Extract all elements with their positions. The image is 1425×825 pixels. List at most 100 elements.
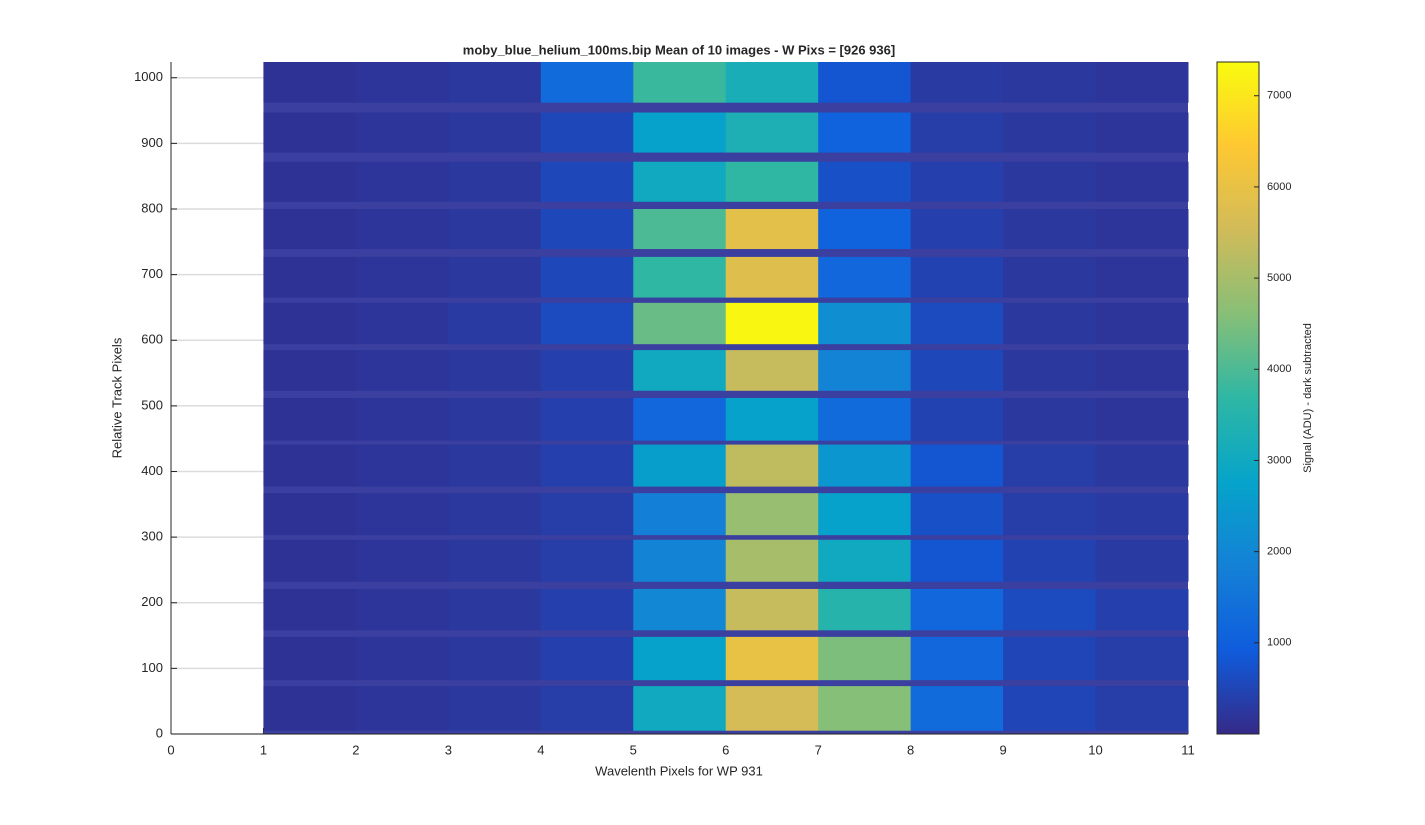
x-tick-label: 5 (630, 742, 637, 757)
colorbar-tick-label: 2000 (1267, 546, 1291, 558)
heatmap-cell (448, 209, 542, 250)
heatmap-cell (263, 350, 357, 391)
heatmap-cell (725, 302, 819, 345)
heatmap-cell (633, 161, 727, 202)
heatmap-cell (1095, 493, 1189, 536)
y-tick-label: 600 (141, 332, 163, 347)
chart-title: moby_blue_helium_100ms.bip Mean of 10 im… (463, 42, 895, 57)
heatmap-cell (910, 686, 1004, 731)
colorbar-tick-label: 1000 (1267, 637, 1291, 649)
heatmap-cell (448, 588, 542, 631)
y-tick-label: 200 (141, 594, 163, 609)
heatmap-cell (818, 209, 912, 250)
heatmap-cell (263, 161, 357, 202)
heatmap-cell (355, 161, 449, 202)
x-tick-label: 11 (1181, 742, 1195, 757)
heatmap-cell (1003, 302, 1097, 345)
heatmap-cell (633, 686, 727, 731)
heatmap-cell (448, 636, 542, 681)
heatmap-cell (448, 112, 542, 153)
heatmap-cell (540, 350, 634, 391)
heatmap-cell (818, 493, 912, 536)
heatmap-cell (633, 302, 727, 345)
heatmap-cell (633, 112, 727, 153)
heatmap-cell (725, 398, 819, 441)
heatmap-cell (263, 398, 357, 441)
heatmap-cell (910, 256, 1004, 298)
y-tick-label: 700 (141, 266, 163, 281)
heatmap-cell (263, 112, 357, 153)
heatmap-cell (1095, 256, 1189, 298)
heatmap-cell (818, 161, 912, 202)
heatmap-cell (1095, 112, 1189, 153)
heatmap-cell (355, 256, 449, 298)
heatmap-cell (355, 444, 449, 487)
heatmap-cell (355, 588, 449, 631)
heatmap-cell (355, 209, 449, 250)
heatmap-cell (1095, 636, 1189, 681)
heatmap-cell (818, 539, 912, 582)
heatmap-cell (448, 302, 542, 345)
heatmap-cell (910, 62, 1004, 103)
heatmap-cell (818, 112, 912, 153)
x-tick-label: 6 (722, 742, 729, 757)
heatmap-cell (1003, 112, 1097, 153)
colorbar-tick-label: 4000 (1267, 363, 1291, 375)
heatmap-cell (1003, 398, 1097, 441)
heatmap-cell (818, 256, 912, 298)
heatmap-cell (910, 444, 1004, 487)
heatmap-cell (633, 256, 727, 298)
heatmap-cell (263, 588, 357, 631)
heatmap-cell (540, 62, 634, 103)
heatmap-cell (263, 62, 357, 103)
heatmap-cell (818, 588, 912, 631)
heatmap-cell (540, 493, 634, 536)
heatmap-cell (633, 539, 727, 582)
heatmap-cell (448, 398, 542, 441)
heatmap-cell (263, 256, 357, 298)
x-axis-label: Wavelenth Pixels for WP 931 (595, 763, 763, 778)
heatmap-cell (725, 444, 819, 487)
y-tick-label: 900 (141, 135, 163, 150)
heatmap-cell (818, 350, 912, 391)
heatmap-cell (633, 444, 727, 487)
heatmap-cell (1095, 350, 1189, 391)
x-tick-label: 8 (907, 742, 914, 757)
heatmap-cell (910, 493, 1004, 536)
heatmap-cell (355, 112, 449, 153)
y-axis-label: Relative Track Pixels (109, 337, 124, 458)
heatmap-cell (540, 539, 634, 582)
heatmap-cell (910, 209, 1004, 250)
x-tick-label: 2 (352, 742, 359, 757)
heatmap-cell (818, 302, 912, 345)
heatmap-cell (1003, 62, 1097, 103)
heatmap-cell (1003, 493, 1097, 536)
heatmap-cell (1095, 686, 1189, 731)
heatmap-cell (263, 302, 357, 345)
x-tick-label: 1 (260, 742, 267, 757)
heatmap-cell (355, 350, 449, 391)
heatmap-cell (725, 539, 819, 582)
y-tick-label: 800 (141, 200, 163, 215)
heatmap-cell (818, 636, 912, 681)
heatmap-cell (818, 398, 912, 441)
heatmap-cell (540, 302, 634, 345)
heatmap-cell (355, 302, 449, 345)
colorbar-tick-label: 3000 (1267, 454, 1291, 466)
heatmap-cell (355, 493, 449, 536)
heatmap-cell (725, 62, 819, 103)
heatmap-cell (540, 112, 634, 153)
heatmap-cell (818, 444, 912, 487)
heatmap-cell (448, 350, 542, 391)
heatmap-cell (540, 588, 634, 631)
heatmap-cell (1095, 302, 1189, 345)
heatmap-cell (263, 209, 357, 250)
y-tick-label: 400 (141, 463, 163, 478)
x-tick-label: 7 (815, 742, 822, 757)
heatmap-cell (1095, 539, 1189, 582)
heatmap-cell (448, 493, 542, 536)
heatmap-cell (1003, 161, 1097, 202)
y-tick-label: 0 (156, 725, 163, 740)
heatmap-cell (540, 398, 634, 441)
